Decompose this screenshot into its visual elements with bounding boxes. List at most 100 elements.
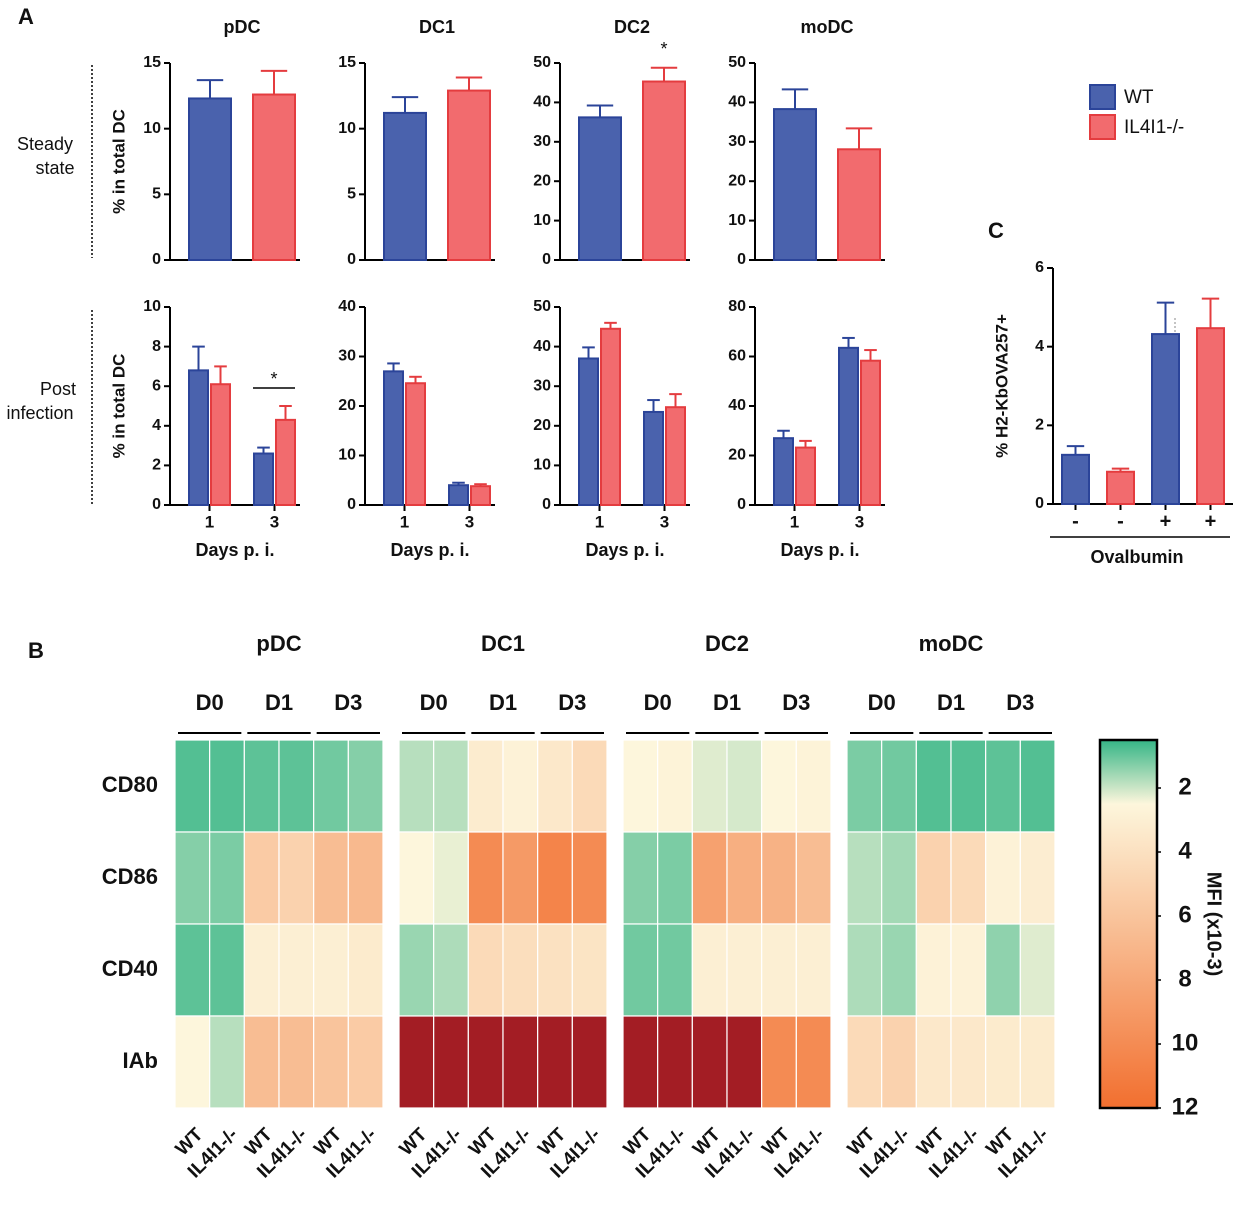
- heat-cell: [433, 831, 469, 925]
- heat-cell: [881, 923, 917, 1017]
- x-tick-label: -: [1117, 510, 1124, 532]
- y-tick-label: 4: [152, 417, 161, 434]
- y-tick-label: 0: [737, 251, 746, 268]
- heat-cell: [433, 739, 469, 833]
- bar: [383, 370, 404, 506]
- bar: [252, 93, 296, 261]
- chart-title: moDC: [801, 17, 854, 37]
- heat-cell: [622, 831, 659, 925]
- heat-cell: [347, 739, 384, 833]
- y-tick-label: 30: [338, 348, 356, 365]
- day-label: D1: [937, 690, 965, 715]
- heat-cell: [278, 1015, 315, 1109]
- legend-swatch: [1089, 84, 1116, 110]
- heat-cell: [985, 831, 1021, 925]
- x-tick-label: 3: [270, 512, 279, 531]
- colorbar-tick-label: 10: [1172, 1029, 1199, 1056]
- heat-cell: [915, 1015, 952, 1109]
- heat-cell: [502, 1015, 539, 1109]
- heat-cell: [537, 923, 573, 1017]
- heat-cell: [347, 1015, 384, 1109]
- heat-cell: [622, 923, 659, 1017]
- x-tick-label: +: [1160, 510, 1172, 532]
- x-tick-label: 1: [205, 512, 214, 531]
- y-tick-label: 10: [533, 212, 551, 229]
- y-tick-label: 0: [542, 496, 551, 513]
- heat-cell: [950, 1015, 987, 1109]
- heat-cell: [985, 923, 1021, 1017]
- heat-cell: [881, 739, 917, 833]
- day-label: D3: [782, 690, 810, 715]
- y-tick-label: 10: [533, 457, 551, 474]
- bar: [642, 80, 686, 261]
- heat-cell: [209, 831, 245, 925]
- heat-cell: [347, 831, 384, 925]
- heat-cell: [950, 739, 987, 833]
- heat-cell: [691, 923, 728, 1017]
- y-tick-label: 10: [728, 212, 746, 229]
- bar: [838, 346, 859, 506]
- row-label: CD40: [102, 956, 158, 981]
- y-tick-label: 40: [728, 94, 746, 111]
- colorbar-label: MFI (x10-3): [1203, 872, 1225, 976]
- colorbar: [1098, 738, 1159, 1110]
- day-label: D3: [558, 690, 586, 715]
- x-tick-label: 1: [595, 512, 604, 531]
- bar: [665, 406, 686, 506]
- y-tick-label: 50: [533, 298, 551, 315]
- day-label: D3: [334, 690, 362, 715]
- x-tick-label: 3: [465, 512, 474, 531]
- heat-cell: [691, 739, 728, 833]
- y-tick-label: 30: [533, 377, 551, 394]
- y-tick-label: 0: [737, 496, 746, 513]
- colorbar-tick-label: 2: [1178, 773, 1191, 800]
- heat-cell: [209, 739, 245, 833]
- bar: [795, 446, 816, 506]
- heat-cell: [174, 1015, 211, 1109]
- heat-cell: [881, 831, 917, 925]
- heat-cell: [398, 1015, 435, 1109]
- y-tick-label: 10: [338, 447, 356, 464]
- legend-swatch: [1089, 114, 1116, 140]
- y-tick-label: 0: [347, 251, 356, 268]
- heat-cell: [278, 923, 315, 1017]
- y-tick-label: 0: [152, 496, 161, 513]
- y-tick-label: 10: [143, 120, 161, 137]
- day-label: D1: [713, 690, 741, 715]
- colorbar-tick-label: 8: [1178, 965, 1191, 992]
- y-tick-label: 40: [533, 338, 551, 355]
- y-tick-label: 80: [728, 298, 746, 315]
- day-label: D0: [196, 690, 224, 715]
- heat-cell: [761, 831, 797, 925]
- heat-cell: [846, 1015, 883, 1109]
- heat-cell: [313, 1015, 349, 1109]
- x-tick-label: 3: [660, 512, 669, 531]
- heat-cell: [467, 1015, 504, 1109]
- heat-cell: [313, 831, 349, 925]
- heat-cell: [657, 1015, 693, 1109]
- heat-cell: [243, 1015, 280, 1109]
- heat-cell: [1019, 1015, 1056, 1109]
- heat-cell: [950, 923, 987, 1017]
- group-label: DC1: [481, 631, 525, 656]
- y-tick-label: 15: [338, 54, 356, 71]
- heat-cell: [1019, 831, 1056, 925]
- heat-cell: [467, 831, 504, 925]
- heat-cell: [467, 923, 504, 1017]
- heat-cell: [795, 1015, 832, 1109]
- chart-title: DC2: [614, 17, 650, 37]
- heat-cell: [571, 923, 608, 1017]
- heat-cell: [174, 739, 211, 833]
- row-label: Steady: [17, 134, 73, 154]
- heat-cell: [881, 1015, 917, 1109]
- heat-cell: [537, 739, 573, 833]
- heat-cell: [313, 739, 349, 833]
- heat-cell: [761, 923, 797, 1017]
- y-tick-label: 60: [728, 348, 746, 365]
- y-tick-label: 10: [338, 120, 356, 137]
- x-axis-label: Ovalbumin: [1090, 547, 1183, 567]
- y-tick-label: 0: [347, 496, 356, 513]
- heat-cell: [846, 739, 883, 833]
- heat-cell: [313, 923, 349, 1017]
- legend-label: IL4I1-/-: [1124, 117, 1184, 138]
